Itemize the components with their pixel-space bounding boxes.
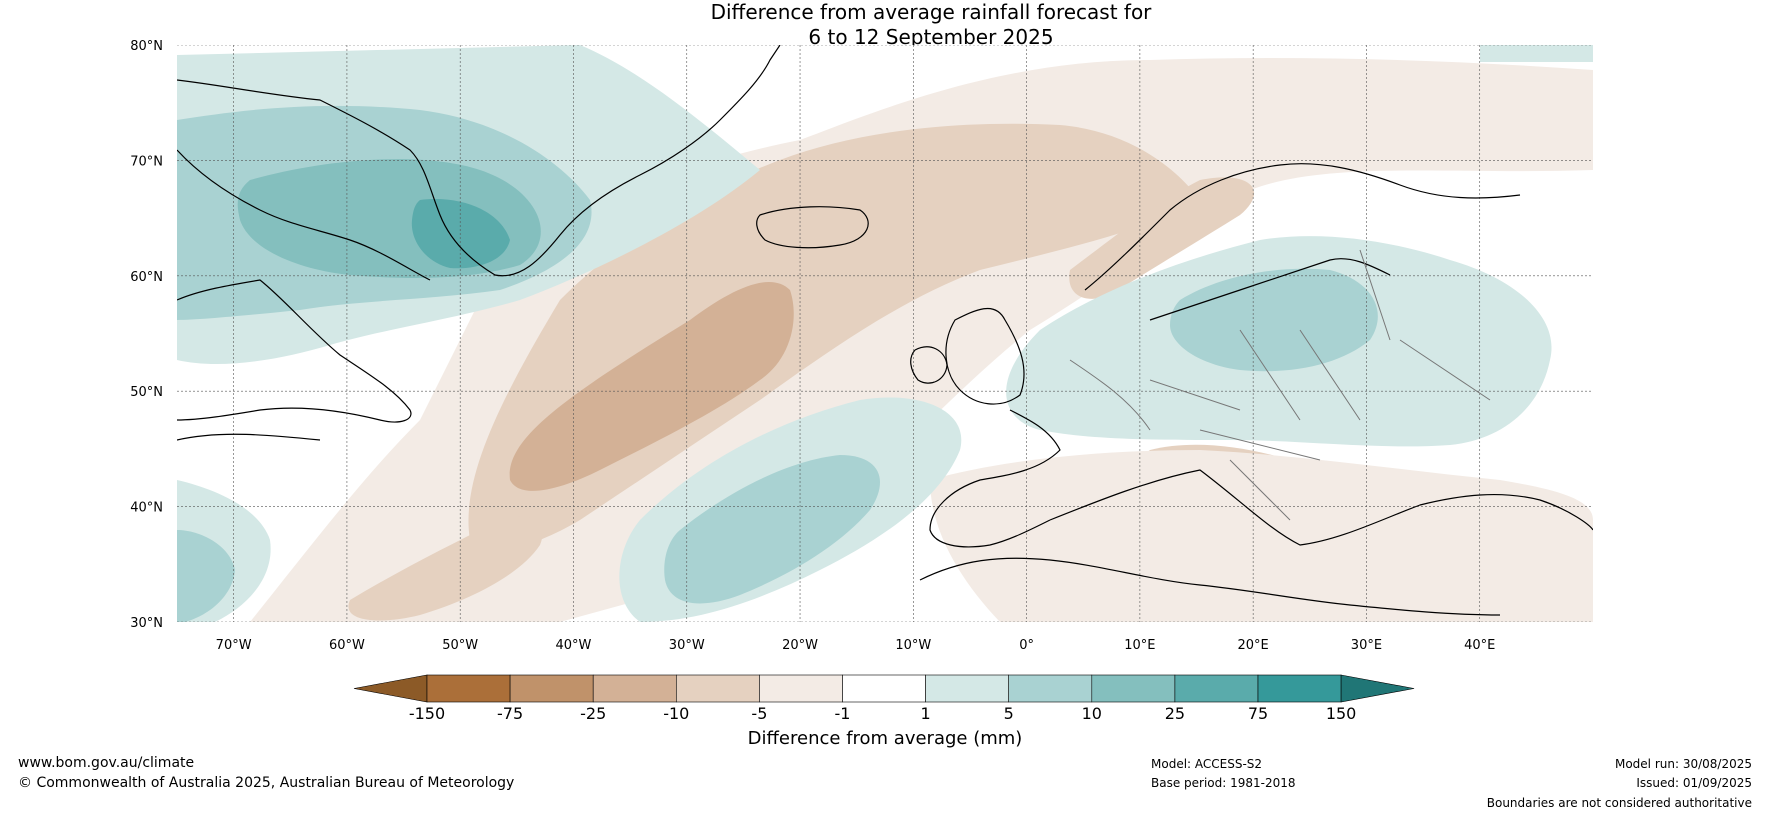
border-4 [1299, 329, 1361, 421]
lon-label: 20°E [1238, 638, 1269, 653]
footer-base-period: Base period: 1981-2018 [1151, 776, 1296, 790]
coast-mediterranean [1049, 469, 1593, 546]
wet-atlantic-medium [664, 455, 880, 604]
colorbar-bin [842, 674, 926, 703]
lon-label: 70°W [216, 638, 252, 653]
footer-model-run: Model run: 30/08/2025 [1614, 757, 1752, 771]
wet-greenland-core [411, 199, 510, 269]
lat-label: 60°N [130, 270, 163, 285]
colorbar-bin [509, 674, 594, 703]
colorbar-bin [1257, 674, 1342, 703]
footer-disclaimer: Boundaries are not considered authoritat… [1486, 796, 1752, 810]
latitude-labels: 30°N 40°N 50°N 60°N 70°N 80°N [130, 39, 163, 631]
lon-label: 0° [1019, 638, 1034, 653]
coast-greenland [177, 45, 781, 277]
coast-canada [177, 279, 412, 423]
dry-band-mediterranean [930, 450, 1593, 622]
lon-label: 60°W [329, 638, 365, 653]
wet-west-medium [177, 530, 235, 622]
coast-ireland [910, 346, 948, 384]
border-8 [1229, 459, 1291, 521]
colorbar-tick-label: -150 [409, 704, 445, 723]
colorbar-bin [1174, 674, 1259, 703]
coast-north-africa [919, 557, 1501, 616]
footer-model: Model: ACCESS-S2 [1151, 757, 1263, 771]
colorbar-tick-label: 150 [1326, 704, 1357, 723]
graticule [177, 45, 1593, 622]
footer-copyright: © Commonwealth of Australia 2025, Austra… [18, 775, 515, 791]
lat-label: 30°N [130, 616, 163, 631]
colorbar-tick-label: 5 [1004, 704, 1014, 723]
coastlines [177, 45, 1593, 616]
wet-northeast [1480, 45, 1593, 62]
wet-europe-medium [1170, 268, 1378, 372]
coast-iceland [756, 206, 869, 249]
dry-band-scandinavia [1069, 177, 1255, 299]
colorbar-tick-label: -25 [580, 704, 606, 723]
colorbar-tick-label: -1 [835, 704, 851, 723]
lat-label: 80°N [130, 39, 163, 54]
lon-label: 40°W [556, 638, 592, 653]
title-line-1: Difference from average rainfall forecas… [710, 0, 1152, 24]
border-6 [1359, 249, 1391, 341]
colorbar-bin [426, 674, 511, 703]
footer-issued: Issued: 01/09/2025 [1636, 776, 1752, 790]
coast-europe-west [929, 409, 1061, 548]
coast-canada-south [177, 433, 321, 441]
coast-greenland-west [177, 149, 431, 281]
colorbar-under-arrow [353, 674, 428, 703]
lon-label: 50°W [442, 638, 478, 653]
colorbar-over-arrow [1340, 674, 1415, 703]
lon-label: 20°W [782, 638, 818, 653]
colorbar-bin [759, 674, 843, 703]
map-title: Difference from average rainfall forecas… [0, 0, 1770, 50]
colorbar-tick-label: 1 [921, 704, 931, 723]
map-area [177, 45, 1593, 622]
colorbar: -150 -75 -25 -10 -5 -1 1 5 10 25 75 150 [353, 674, 1415, 723]
lon-label: 40°E [1464, 638, 1495, 653]
coast-norway [1084, 163, 1521, 291]
colorbar-bin [1091, 674, 1176, 703]
dry-band-atlantic-dark [509, 281, 794, 491]
colorbar-tick-label: 10 [1082, 704, 1102, 723]
colorbar-tick-label: -5 [751, 704, 767, 723]
colorbar-tick-label: -75 [497, 704, 523, 723]
dry-band-south [348, 516, 543, 621]
coast-baltic [1149, 258, 1391, 321]
border-7 [1399, 339, 1491, 401]
colorbar-tick-label: 25 [1165, 704, 1185, 723]
border-1 [1069, 359, 1151, 431]
colorbar-label: Difference from average (mm) [748, 728, 1023, 749]
lon-label: 30°E [1351, 638, 1382, 653]
colorbar-bin [592, 674, 677, 703]
lat-label: 50°N [130, 385, 163, 400]
colorbar-bin [925, 674, 1009, 703]
lon-label: 10°E [1124, 638, 1155, 653]
border-5 [1199, 429, 1321, 461]
border-3 [1239, 329, 1301, 421]
longitude-labels: 70°W 60°W 50°W 40°W 30°W 20°W 10°W 0° 10°E 20°E 30… [216, 638, 1496, 653]
colorbar-tick-label: 75 [1248, 704, 1268, 723]
coast-british-isles [945, 307, 1025, 405]
lat-label: 40°N [130, 501, 163, 516]
colorbar-bin [675, 674, 760, 703]
lon-label: 10°W [895, 638, 931, 653]
border-2 [1149, 379, 1241, 411]
lon-label: 30°W [669, 638, 705, 653]
colorbar-bin [1008, 674, 1093, 703]
footer-website: www.bom.gov.au/climate [18, 755, 195, 771]
colorbar-tick-label: -10 [663, 704, 689, 723]
lat-label: 70°N [130, 154, 163, 169]
country-borders [1069, 249, 1491, 521]
